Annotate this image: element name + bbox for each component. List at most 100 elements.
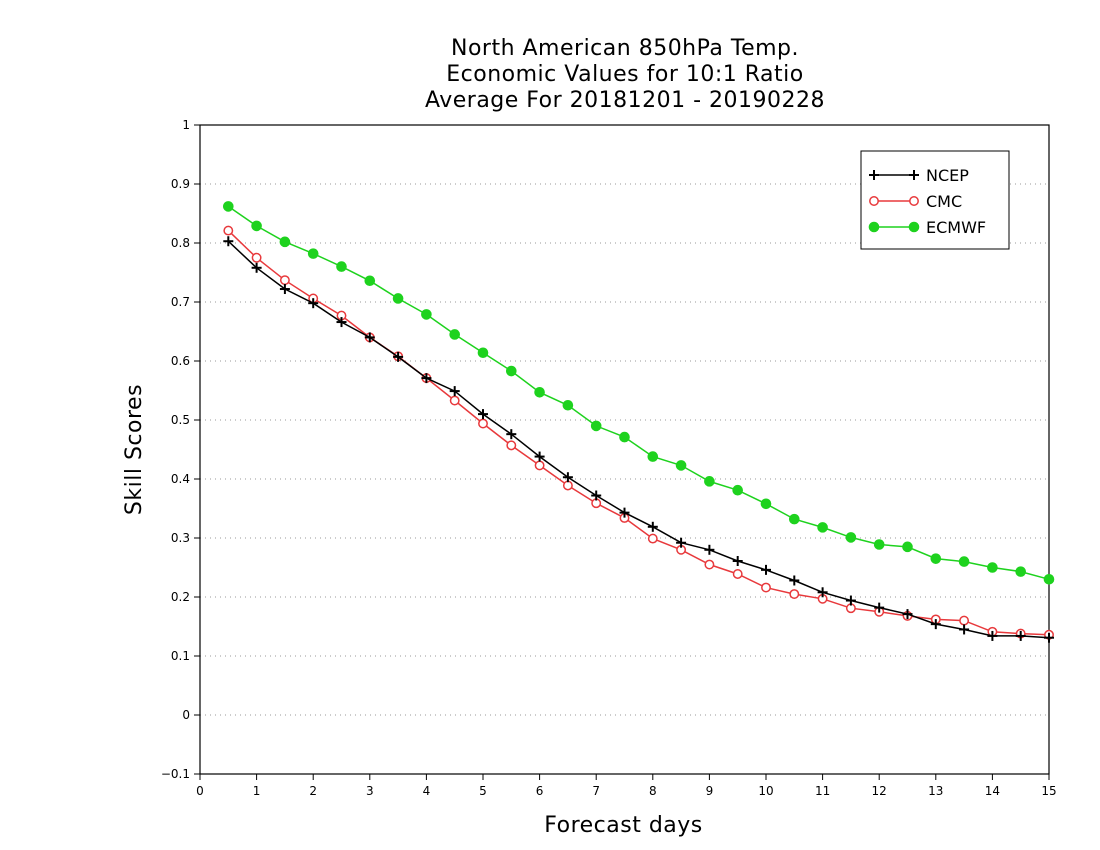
data-point-ncep xyxy=(336,317,347,328)
data-point-ecmwf xyxy=(562,399,574,411)
data-point-ecmwf xyxy=(336,261,347,272)
data-point-ecmwf xyxy=(732,484,744,496)
y-tick-label: 0.8 xyxy=(171,236,190,250)
data-point-ncep xyxy=(478,409,488,420)
data-point-ncep xyxy=(987,630,998,641)
data-point-ncep xyxy=(1044,632,1054,643)
legend: NCEP CMC ECMWF xyxy=(860,150,1010,250)
data-point-ecmwf xyxy=(364,275,376,287)
data-point-ecmwf xyxy=(392,293,404,304)
y-tick-label: 0.5 xyxy=(171,413,190,427)
x-tick-label: 4 xyxy=(423,784,431,798)
data-point-ncep xyxy=(1015,630,1026,641)
x-tick-label: 6 xyxy=(536,784,544,798)
data-point-ncep xyxy=(732,556,743,567)
data-point-ecmwf xyxy=(619,431,630,443)
data-point-ncep xyxy=(959,624,970,635)
x-tick-label: 3 xyxy=(366,784,374,798)
data-point-cmc xyxy=(279,275,290,286)
data-point-cmc xyxy=(478,418,488,429)
data-point-ncep xyxy=(845,595,856,606)
y-axis-label: Skill Scores xyxy=(122,384,147,515)
x-tick-label: 7 xyxy=(592,784,600,798)
data-point-ecmwf xyxy=(477,347,489,359)
title-line-2: Economic Values for 10:1 Ratio xyxy=(446,62,804,87)
data-point-ncep xyxy=(676,537,687,548)
data-point-cmc xyxy=(647,533,658,544)
data-point-cmc xyxy=(761,582,771,593)
title-line-3: Average For 20181201 - 20190228 xyxy=(424,88,826,113)
legend-entry-cmc: CMC xyxy=(869,192,962,211)
y-tick-label: 0.2 xyxy=(171,590,190,604)
data-point-cmc xyxy=(789,589,800,599)
data-point-cmc xyxy=(704,559,715,570)
legend-box xyxy=(860,150,1010,250)
series-ecmwf xyxy=(223,201,1055,585)
data-point-ecmwf xyxy=(1015,566,1027,577)
x-tick-label: 1 xyxy=(253,784,261,798)
data-point-cmc xyxy=(534,460,545,471)
y-tick-label: −0.1 xyxy=(161,767,190,781)
data-point-ncep xyxy=(364,332,375,343)
data-point-ecmwf xyxy=(506,365,517,377)
data-point-cmc xyxy=(732,569,743,579)
data-point-ncep xyxy=(534,451,545,462)
legend-label: NCEP xyxy=(926,166,969,185)
data-point-ncep xyxy=(279,284,290,295)
x-tick-label: 14 xyxy=(985,784,1000,798)
legend-marker xyxy=(869,196,879,206)
data-point-ecmwf xyxy=(1043,574,1055,585)
y-tick-label: 1 xyxy=(182,118,190,132)
data-point-ecmwf xyxy=(987,562,998,573)
data-point-ecmwf xyxy=(223,201,234,212)
data-point-ecmwf xyxy=(958,556,970,567)
data-point-ncep xyxy=(562,472,573,483)
data-point-ncep xyxy=(393,351,404,362)
y-tick-label: 0.4 xyxy=(171,472,190,486)
legend-label: ECMWF xyxy=(926,218,986,237)
data-point-ncep xyxy=(619,507,630,518)
legend-label: CMC xyxy=(926,192,962,211)
chart-title: North American 850hPa Temp. Economic Val… xyxy=(0,36,1100,114)
x-tick-label: 10 xyxy=(758,784,773,798)
data-point-ncep xyxy=(704,544,715,555)
data-point-ncep xyxy=(817,587,828,598)
data-point-ncep xyxy=(789,575,800,586)
data-point-ecmwf xyxy=(307,248,319,259)
data-point-ncep xyxy=(449,386,460,397)
series-line-cmc xyxy=(227,230,1050,636)
x-tick-label: 11 xyxy=(815,784,830,798)
data-point-ecmwf xyxy=(534,386,545,398)
series-layer xyxy=(223,201,1055,643)
legend-marker xyxy=(909,170,919,180)
legend-marker xyxy=(869,170,879,180)
legend-marker xyxy=(909,196,919,206)
plot-frame xyxy=(199,124,1050,775)
data-point-ncep xyxy=(223,236,234,247)
x-tick-label: 8 xyxy=(649,784,657,798)
data-point-ecmwf xyxy=(590,420,602,432)
title-line-1: North American 850hPa Temp. xyxy=(450,36,800,61)
data-point-ecmwf xyxy=(789,513,800,525)
legend-entry-ncep: NCEP xyxy=(869,166,969,185)
data-point-ncep xyxy=(874,602,885,613)
series-cmc xyxy=(223,225,1054,640)
y-tick-label: 0.6 xyxy=(171,354,190,368)
data-point-ecmwf xyxy=(421,309,432,320)
data-point-ncep xyxy=(251,262,262,273)
data-point-cmc xyxy=(251,252,262,263)
data-point-ncep xyxy=(930,619,941,630)
series-line-ecmwf xyxy=(227,205,1050,581)
series-line-ncep xyxy=(227,240,1050,639)
data-point-ecmwf xyxy=(902,541,913,553)
data-point-cmc xyxy=(562,480,573,491)
x-tick-label: 13 xyxy=(928,784,943,798)
data-point-ecmwf xyxy=(279,236,291,248)
data-point-ncep xyxy=(506,429,517,440)
data-point-cmc xyxy=(449,395,460,406)
data-point-ncep xyxy=(761,564,771,575)
data-point-ecmwf xyxy=(704,476,715,487)
data-point-ncep xyxy=(308,298,319,309)
data-point-ecmwf xyxy=(647,451,659,462)
